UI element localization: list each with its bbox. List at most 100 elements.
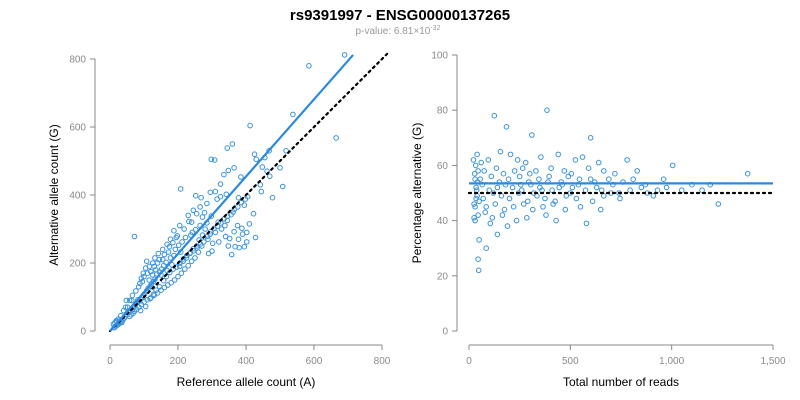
data-point: [192, 192, 199, 199]
data-point: [258, 188, 265, 195]
data-point: [143, 258, 150, 265]
y-tick-label: 60: [437, 161, 449, 172]
data-point: [147, 295, 153, 302]
data-point: [185, 212, 191, 219]
x-tick-label: 0: [466, 356, 472, 367]
data-point: [164, 241, 170, 248]
data-point: [212, 188, 219, 195]
data-point: [341, 52, 348, 58]
data-point: [494, 184, 501, 191]
data-point: [159, 246, 166, 253]
data-point: [507, 151, 514, 158]
p-value-exponent: -32: [430, 25, 440, 32]
data-point: [189, 229, 196, 236]
data-point: [224, 145, 231, 151]
data-point: [476, 198, 482, 205]
data-point: [207, 189, 214, 196]
data-point: [475, 168, 481, 174]
data-point: [218, 226, 225, 232]
data-point: [595, 159, 602, 166]
data-point: [205, 236, 211, 242]
scatter-panel-allele-counts: 0 200 400 600 800 0 200 400 600 800 Reference alle…: [47, 52, 391, 389]
data-point: [579, 154, 586, 160]
data-point: [171, 277, 178, 283]
data-point: [171, 227, 177, 234]
data-point: [228, 251, 235, 258]
data-point: [243, 239, 250, 245]
data-point: [576, 176, 583, 182]
x-tick-label: 600: [306, 356, 323, 367]
data-point: [538, 154, 544, 160]
data-point: [543, 212, 549, 218]
data-point: [494, 231, 501, 238]
data-point: [481, 168, 488, 174]
data-point: [197, 204, 203, 210]
data-point: [194, 245, 200, 251]
data-point: [277, 165, 283, 171]
data-point: [129, 292, 136, 299]
data-point: [133, 288, 139, 294]
data-point: [612, 170, 618, 177]
data-point: [573, 195, 580, 202]
data-point: [487, 220, 494, 227]
data-point: [550, 201, 556, 207]
data-point: [306, 63, 312, 69]
data-point: [503, 124, 510, 130]
scatter-panel-percentage: 0 500 1,000 1,500 0 20 40 60 80 100 Total number o…: [410, 51, 786, 390]
p-value-label: p-value: 6.81×10-32: [356, 25, 441, 37]
data-point: [228, 211, 234, 218]
data-point: [182, 266, 188, 272]
data-point: [536, 176, 542, 182]
data-point: [142, 303, 149, 310]
y-tick-label: 0: [442, 327, 448, 338]
data-point: [139, 278, 146, 285]
data-point: [617, 195, 623, 202]
data-point: [217, 193, 224, 200]
data-point: [650, 193, 657, 199]
data-point: [472, 204, 478, 210]
data-point: [172, 246, 179, 253]
data-point: [583, 220, 590, 227]
y-tick-label: 400: [69, 191, 86, 202]
data-point: [606, 176, 612, 182]
data-point: [638, 184, 645, 191]
data-point: [251, 151, 258, 157]
data-point: [506, 195, 513, 202]
data-point: [525, 198, 531, 205]
data-point: [480, 195, 487, 202]
data-point: [572, 157, 579, 163]
y-tick-label: 800: [69, 55, 86, 66]
data-point: [140, 270, 147, 277]
data-point: [597, 206, 604, 213]
data-point: [146, 277, 152, 283]
data-point: [208, 213, 215, 219]
data-point: [544, 107, 550, 113]
data-point: [266, 148, 272, 154]
data-point: [476, 237, 482, 243]
data-point: [744, 170, 751, 177]
x-tick-label: 0: [107, 356, 113, 367]
data-point: [165, 249, 172, 255]
data-point: [471, 201, 477, 207]
x-tick-label: 800: [374, 356, 391, 367]
data-point: [201, 209, 208, 216]
data-point: [565, 173, 572, 180]
data-point: [624, 157, 630, 163]
x-tick-label: 1,000: [659, 356, 684, 367]
data-point: [217, 181, 224, 187]
data-point: [126, 297, 133, 304]
data-point: [202, 226, 208, 232]
data-point: [522, 159, 529, 166]
y-axis-label: Percentage alternative (G): [410, 123, 424, 264]
data-point: [475, 267, 482, 274]
data-point: [475, 256, 481, 263]
data-point: [186, 218, 192, 225]
data-point: [216, 239, 222, 245]
data-point: [253, 156, 260, 163]
data-point: [483, 245, 490, 251]
data-point: [509, 184, 516, 191]
data-point: [190, 207, 197, 214]
data-point: [229, 141, 236, 147]
x-axis-label: Reference allele count (A): [177, 375, 316, 389]
